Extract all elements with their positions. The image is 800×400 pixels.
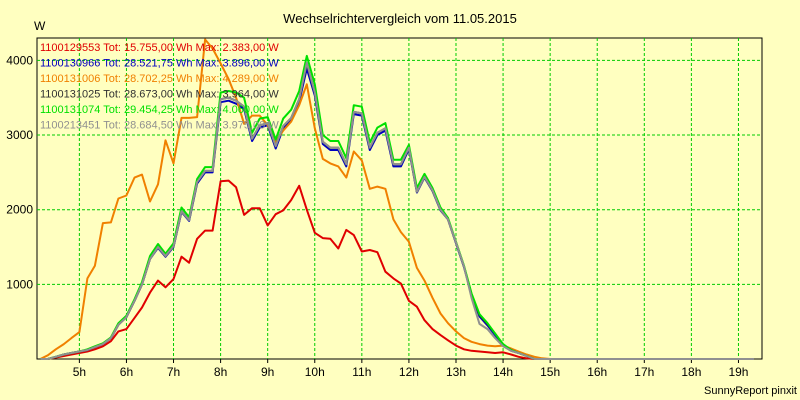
x-tick-label: 15h — [540, 365, 560, 379]
grid-lines — [37, 38, 762, 363]
series-line-1100213451 — [40, 61, 754, 360]
chart-title: Wechselrichtervergleich vom 11.05.2015 — [283, 11, 517, 26]
legend: 1100129553 Tot: 15.755,00 Wh Max: 2.383,… — [40, 42, 279, 132]
x-tick-label: 5h — [73, 365, 86, 379]
x-tick-label: 17h — [634, 365, 654, 379]
footer-credit: SunnyReport pinxit — [704, 385, 797, 397]
plot-area — [36, 37, 763, 360]
y-tick-label: 1000 — [6, 277, 33, 291]
x-tick-label: 11h — [352, 365, 371, 379]
x-tick-label: 10h — [305, 365, 325, 379]
x-tick-labels: 5h 6h 7h 8h 9h 10h 11h 12h 13h 14h 15h 16h 17h 18h 19h — [73, 365, 749, 379]
legend-entry-1100131074: 1100131074 Tot: 29.454,25 Wh Max: 4.060,… — [40, 104, 279, 116]
y-tick-labels: 1000 2000 3000 4000 — [6, 53, 33, 291]
y-axis-label: W — [34, 19, 46, 33]
x-tick-label: 9h — [261, 365, 274, 379]
x-tick-label: 18h — [681, 365, 701, 379]
legend-entry-1100130966: 1100130966 Tot: 28.521,75 Wh Max: 3.896,… — [40, 58, 279, 70]
legend-entry-1100131006: 1100131006 Tot: 28.702,25 Wh Max: 4.289,… — [40, 73, 279, 85]
y-tick-label: 3000 — [6, 128, 33, 142]
x-tick-label: 16h — [587, 365, 607, 379]
x-tick-label: 13h — [446, 365, 466, 379]
series-lines — [39, 38, 754, 360]
x-tick-label: 19h — [728, 365, 748, 379]
legend-entry-1100129553: 1100129553 Tot: 15.755,00 Wh Max: 2.383,… — [40, 42, 279, 54]
y-tick-label: 4000 — [6, 53, 33, 67]
legend-entry-1100213451: 1100213451 Tot: 28.684,50 Wh Max: 3.975,… — [40, 120, 279, 132]
legend-entry-1100131025: 1100131025 Tot: 28.673,00 Wh Max: 3.964,… — [40, 89, 279, 101]
x-tick-label: 8h — [214, 365, 227, 379]
y-tick-label: 2000 — [6, 203, 33, 217]
x-tick-label: 12h — [399, 365, 419, 379]
x-tick-label: 14h — [493, 365, 513, 379]
x-tick-label: 7h — [167, 365, 180, 379]
x-tick-label: 6h — [120, 365, 133, 379]
